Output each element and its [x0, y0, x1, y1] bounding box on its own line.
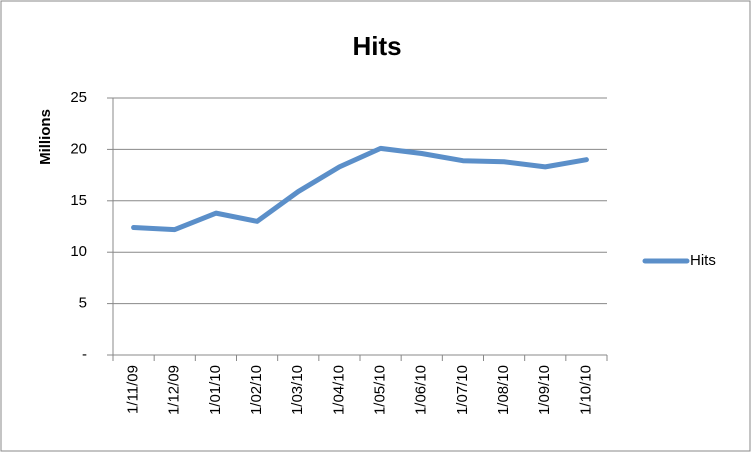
y-tick-label: 5	[79, 295, 87, 312]
x-tick-label: 1/01/10	[207, 365, 224, 415]
x-tick-label: 1/09/10	[536, 365, 553, 415]
y-tick-label: 20	[70, 140, 87, 157]
chart-title: Hits	[352, 31, 401, 61]
y-axis-label: Millions	[37, 109, 54, 165]
x-tick-label: 1/02/10	[248, 365, 265, 415]
x-tick-label: 1/05/10	[372, 365, 389, 415]
x-tick-label: 1/10/10	[577, 365, 594, 415]
x-tick-label: 1/03/10	[289, 365, 306, 415]
line-series	[131, 145, 589, 233]
y-tick-label: 10	[70, 243, 87, 260]
x-tick-label: 1/06/10	[413, 365, 430, 415]
y-tick-label: -	[82, 346, 87, 363]
legend-label: Hits	[690, 252, 716, 269]
x-tick-label: 1/07/10	[454, 365, 471, 415]
x-tick-label: 1/08/10	[495, 365, 512, 415]
y-tick-label: 15	[70, 192, 87, 209]
y-tick-label: 25	[70, 89, 87, 106]
x-tick-label: 1/12/09	[166, 365, 183, 415]
x-tick-label: 1/04/10	[330, 365, 347, 415]
x-tick-label: 1/11/09	[125, 365, 142, 414]
